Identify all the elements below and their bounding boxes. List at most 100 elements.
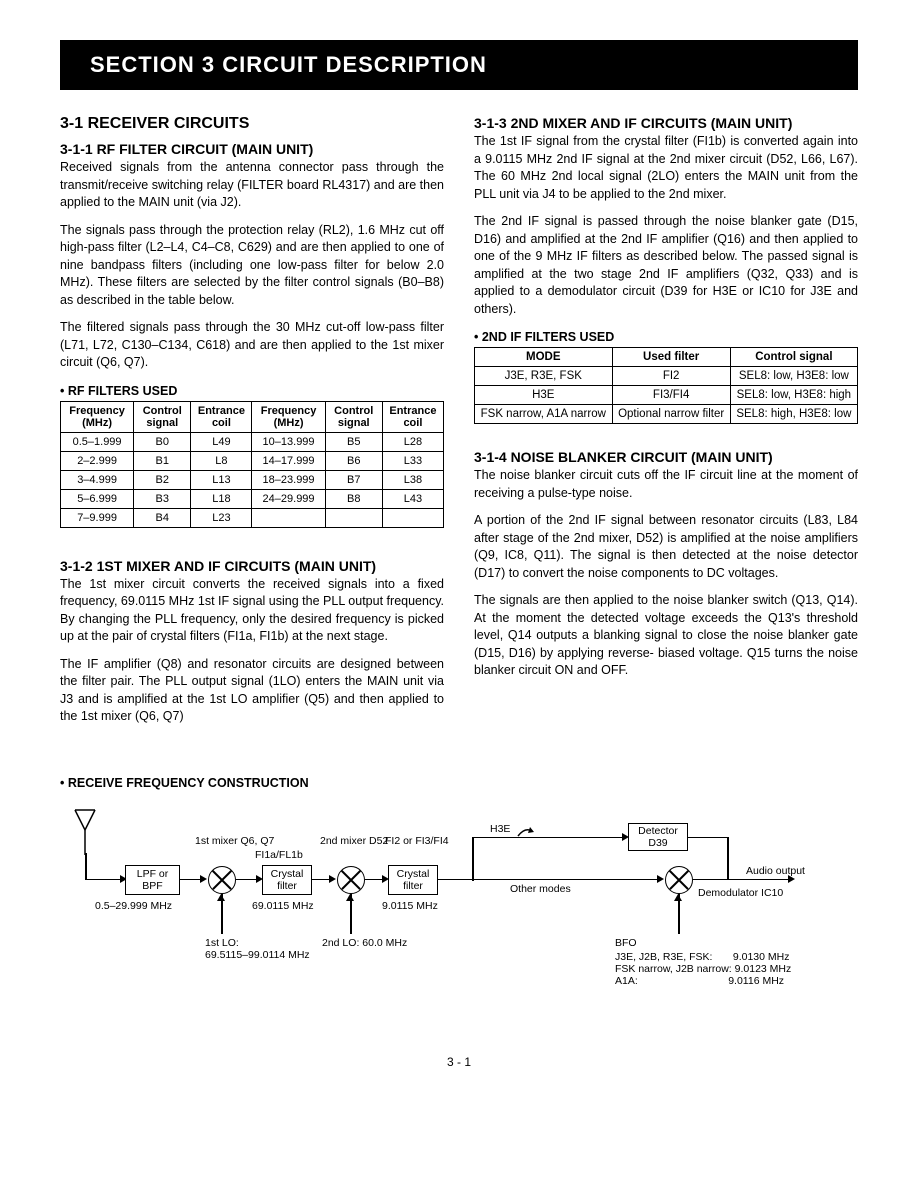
lo2-label: 2nd LO: 60.0 MHz — [322, 937, 407, 949]
table-cell — [382, 508, 443, 527]
demod-label: Demodulator IC10 — [698, 887, 783, 899]
page: SECTION 3 CIRCUIT DESCRIPTION 3-1 RECEIV… — [0, 40, 918, 1069]
paragraph: The 1st IF signal from the crystal filte… — [474, 133, 858, 203]
table-row: 2–2.999B1L814–17.999B6L33 — [61, 451, 444, 470]
mixer1-label: 1st mixer Q6, Q7 — [195, 835, 255, 847]
lpf-block: LPF or BPF — [125, 865, 180, 895]
rf-table-caption: • RF FILTERS USED — [60, 384, 444, 398]
table-cell: L28 — [382, 432, 443, 451]
mixer2-label: 2nd mixer D52 — [320, 835, 380, 847]
table-cell: SEL8: low, H3E8: low — [730, 367, 857, 386]
table-cell: B5 — [325, 432, 382, 451]
table-header: Entrance coil — [191, 401, 252, 432]
table-header: MODE — [475, 348, 613, 367]
antenna-icon — [70, 805, 100, 855]
table-cell: L33 — [382, 451, 443, 470]
table-cell: B7 — [325, 470, 382, 489]
if-table-caption: • 2ND IF FILTERS USED — [474, 330, 858, 344]
heading-3-1-3: 3-1-3 2ND MIXER AND IF CIRCUITS (MAIN UN… — [474, 115, 858, 131]
two-column-layout: 3-1 RECEIVER CIRCUITS 3-1-1 RF FILTER CI… — [60, 115, 858, 736]
table-cell: Optional narrow filter — [612, 405, 730, 424]
table-cell: L38 — [382, 470, 443, 489]
table-cell: 14–17.999 — [252, 451, 325, 470]
mixer1-icon — [208, 866, 236, 894]
table-cell: J3E, R3E, FSK — [475, 367, 613, 386]
heading-3-1-2: 3-1-2 1ST MIXER AND IF CIRCUITS (MAIN UN… — [60, 558, 444, 574]
diagram-caption: • RECEIVE FREQUENCY CONSTRUCTION — [60, 776, 858, 790]
table-row: J3E, R3E, FSKFI2SEL8: low, H3E8: low — [475, 367, 858, 386]
table-cell: FSK narrow, A1A narrow — [475, 405, 613, 424]
heading-3-1: 3-1 RECEIVER CIRCUITS — [60, 115, 444, 133]
diagram-section: • RECEIVE FREQUENCY CONSTRUCTION LPF or … — [60, 776, 858, 1005]
audio-output-label: Audio output — [746, 865, 805, 877]
xtal2-freq: 9.0115 MHz — [382, 900, 438, 912]
heading-3-1-4: 3-1-4 NOISE BLANKER CIRCUIT (MAIN UNIT) — [474, 449, 858, 465]
table-cell: L8 — [191, 451, 252, 470]
table-cell: B1 — [134, 451, 191, 470]
table-row: 5–6.999B3L1824–29.999B8L43 — [61, 489, 444, 508]
table-cell: B4 — [134, 508, 191, 527]
table-cell: 5–6.999 — [61, 489, 134, 508]
paragraph: The 1st mixer circuit converts the recei… — [60, 576, 444, 646]
paragraph: The filtered signals pass through the 30… — [60, 319, 444, 372]
paragraph: The signals pass through the protection … — [60, 222, 444, 310]
table-cell — [252, 508, 325, 527]
table-header: Control signal — [134, 401, 191, 432]
rf-filters-table: Frequency (MHz)Control signalEntrance co… — [60, 401, 444, 528]
table-header: Control signal — [730, 348, 857, 367]
if-filters-table: MODEUsed filterControl signal J3E, R3E, … — [474, 347, 858, 424]
table-cell: 7–9.999 — [61, 508, 134, 527]
h3e-arrow-icon — [515, 821, 535, 841]
table-cell: L13 — [191, 470, 252, 489]
xtal1-freq: 69.0115 MHz — [252, 900, 314, 912]
table-cell — [325, 508, 382, 527]
table-cell: L43 — [382, 489, 443, 508]
table-cell: B0 — [134, 432, 191, 451]
section-banner: SECTION 3 CIRCUIT DESCRIPTION — [60, 40, 858, 90]
left-column: 3-1 RECEIVER CIRCUITS 3-1-1 RF FILTER CI… — [60, 115, 444, 736]
paragraph: Received signals from the antenna connec… — [60, 159, 444, 212]
page-number: 3 - 1 — [60, 1055, 858, 1069]
table-row: 7–9.999B4L23 — [61, 508, 444, 527]
table-cell: L23 — [191, 508, 252, 527]
table-row: 0.5–1.999B0L4910–13.999B5L28 — [61, 432, 444, 451]
heading-3-1-1: 3-1-1 RF FILTER CIRCUIT (MAIN UNIT) — [60, 141, 444, 157]
table-header: Used filter — [612, 348, 730, 367]
table-cell: B6 — [325, 451, 382, 470]
right-column: 3-1-3 2ND MIXER AND IF CIRCUITS (MAIN UN… — [474, 115, 858, 736]
paragraph: The IF amplifier (Q8) and resonator circ… — [60, 656, 444, 726]
table-row: H3EFI3/FI4SEL8: low, H3E8: high — [475, 386, 858, 405]
xtal1-block: Crystal filter — [262, 865, 312, 895]
h3e-label: H3E — [490, 823, 510, 835]
freq-range-label: 0.5–29.999 MHz — [95, 900, 172, 912]
xtal1-top-label: FI1a/FL1b — [255, 849, 303, 861]
table-header: Control signal — [325, 401, 382, 432]
demod-mixer-icon — [665, 866, 693, 894]
table-cell: FI2 — [612, 367, 730, 386]
table-cell: 18–23.999 — [252, 470, 325, 489]
xtal2-block: Crystal filter — [388, 865, 438, 895]
paragraph: The 2nd IF signal is passed through the … — [474, 213, 858, 318]
table-cell: B8 — [325, 489, 382, 508]
table-header: Frequency (MHz) — [61, 401, 134, 432]
xtal2-top-label: FI2 or FI3/FI4 — [385, 835, 435, 847]
bfo-label: BFO — [615, 937, 637, 949]
detector-block: Detector D39 — [628, 823, 688, 851]
block-diagram: LPF or BPF 0.5–29.999 MHz 1st mixer Q6, … — [60, 805, 858, 1005]
table-cell: SEL8: high, H3E8: low — [730, 405, 857, 424]
table-cell: 2–2.999 — [61, 451, 134, 470]
table-cell: B2 — [134, 470, 191, 489]
paragraph: A portion of the 2nd IF signal between r… — [474, 512, 858, 582]
table-header: Frequency (MHz) — [252, 401, 325, 432]
paragraph: The signals are then applied to the nois… — [474, 592, 858, 680]
table-cell: FI3/FI4 — [612, 386, 730, 405]
table-cell: SEL8: low, H3E8: high — [730, 386, 857, 405]
table-cell: 10–13.999 — [252, 432, 325, 451]
table-cell: H3E — [475, 386, 613, 405]
bfo-freq-list: J3E, J2B, R3E, FSK: 9.0130 MHz FSK narro… — [615, 951, 791, 987]
other-modes-label: Other modes — [510, 883, 571, 895]
table-cell: 0.5–1.999 — [61, 432, 134, 451]
lo1-label: 1st LO: 69.5115–99.0114 MHz — [205, 937, 310, 961]
table-row: FSK narrow, A1A narrowOptional narrow fi… — [475, 405, 858, 424]
table-cell: 24–29.999 — [252, 489, 325, 508]
